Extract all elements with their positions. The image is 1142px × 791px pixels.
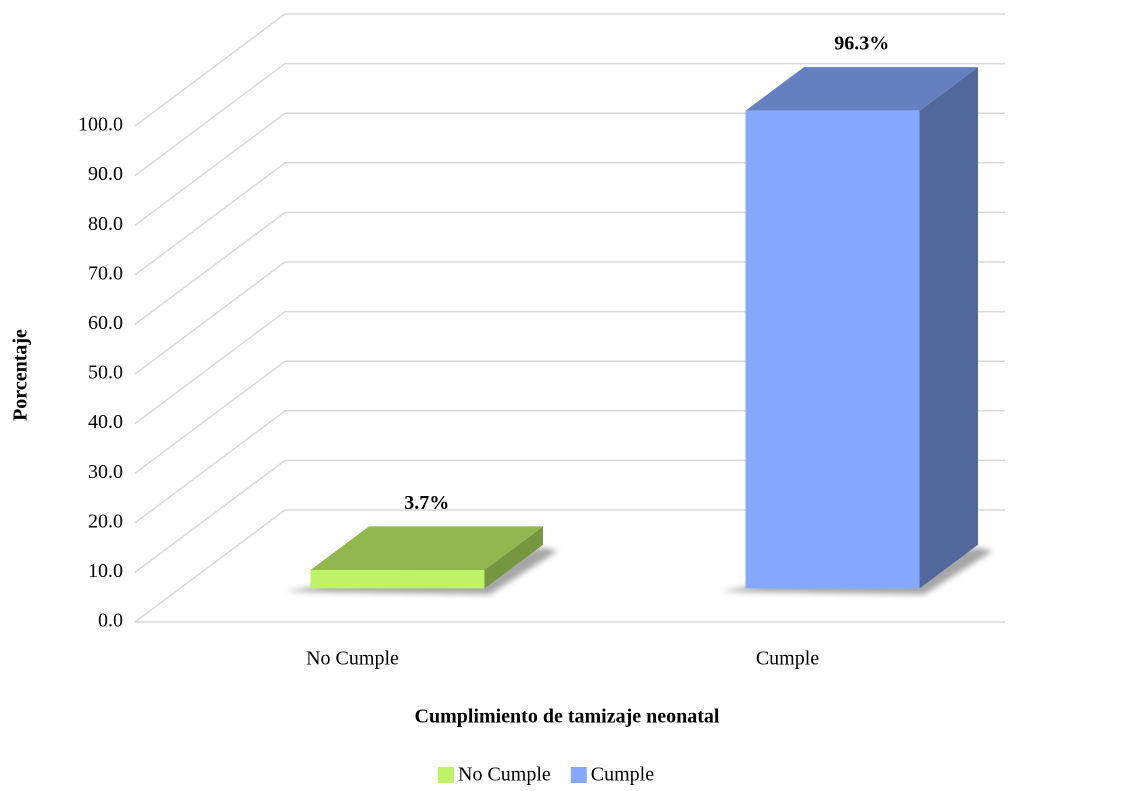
grid-line xyxy=(134,162,286,276)
y-tick-label: 0.0 xyxy=(98,610,123,632)
y-axis-title: Porcentaje xyxy=(10,329,32,421)
x-tick-label: Cumple xyxy=(756,648,819,670)
legend-swatch xyxy=(438,767,454,783)
bar-side xyxy=(484,526,543,589)
grid-line xyxy=(134,310,286,425)
legend-label: No Cumple xyxy=(458,764,551,786)
y-tick-label: 70.0 xyxy=(88,262,123,284)
grid-line xyxy=(134,509,286,623)
data-label: 3.7% xyxy=(404,492,449,514)
bar-top xyxy=(745,67,978,111)
y-tick-label: 80.0 xyxy=(88,213,123,235)
grid-line xyxy=(134,13,286,127)
y-tick-label: 50.0 xyxy=(88,362,123,384)
x-axis-title: Cumplimiento de tamizaje neonatal xyxy=(415,706,720,728)
y-tick-label: 40.0 xyxy=(88,411,123,433)
y-tick-label: 100.0 xyxy=(78,114,123,136)
x-tick-label: No Cumple xyxy=(306,648,399,670)
y-tick-label: 90.0 xyxy=(88,163,123,185)
bar-top xyxy=(310,526,543,571)
grid-line xyxy=(134,459,286,574)
y-tick-label: 60.0 xyxy=(88,312,123,334)
data-label: 96.3% xyxy=(834,33,889,55)
bar xyxy=(745,110,920,589)
bar-side xyxy=(919,67,978,589)
y-tick-label: 20.0 xyxy=(88,510,123,532)
grid-line xyxy=(134,360,286,474)
grid-line xyxy=(134,62,286,177)
legend-label: Cumple xyxy=(591,764,654,786)
grid-line xyxy=(134,410,286,524)
bar xyxy=(310,570,485,589)
y-tick-label: 10.0 xyxy=(88,560,123,582)
grid-line xyxy=(134,261,286,375)
grid-line xyxy=(134,211,286,326)
grid-line xyxy=(134,112,286,226)
y-tick-label: 30.0 xyxy=(88,461,123,483)
legend-swatch xyxy=(570,767,587,783)
